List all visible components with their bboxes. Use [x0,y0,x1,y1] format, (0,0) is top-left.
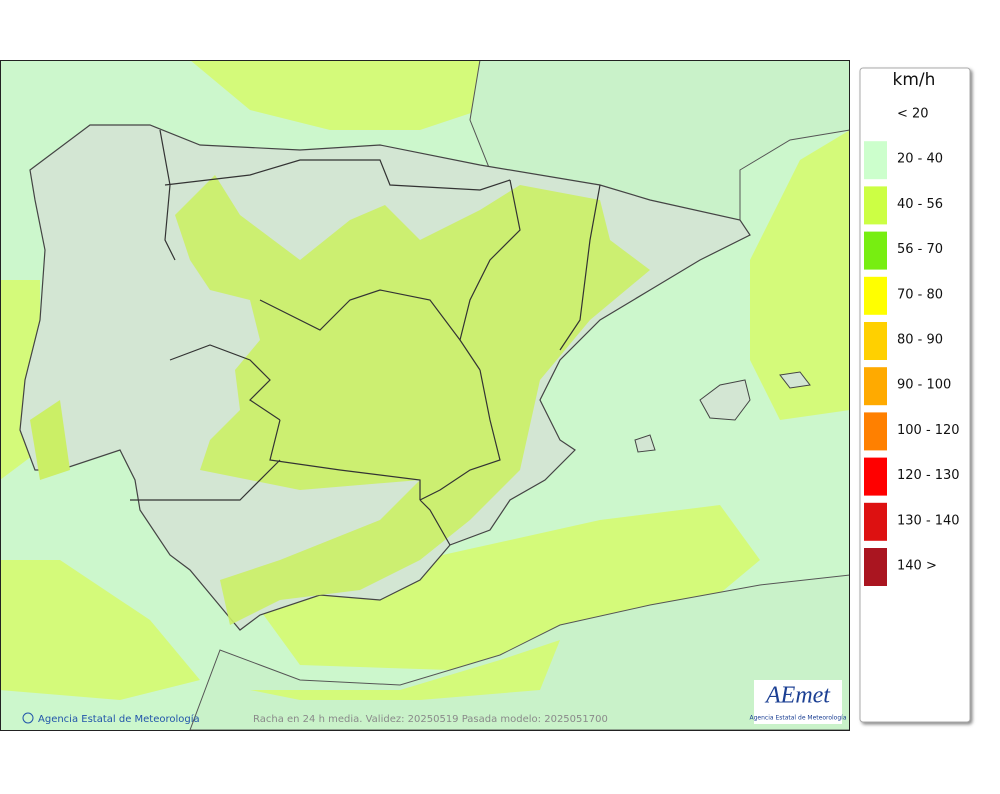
legend-label: 56 - 70 [897,242,943,257]
legend-swatch [864,367,887,406]
legend-swatch [864,412,887,451]
legend-label: 20 - 40 [897,152,943,167]
island [699,379,751,421]
sea-patch [190,60,500,130]
land-patch [250,640,560,700]
legend-label: 100 - 120 [897,423,960,438]
sea-patch [1,560,200,700]
map-frame [0,60,850,731]
legend-label: 120 - 130 [897,468,960,483]
legend-swatch [864,457,887,496]
sea-patch [750,130,850,420]
legend-label: 40 - 56 [897,197,943,212]
legend-swatch [864,276,887,315]
legend-swatch [864,141,887,180]
legend-label: 80 - 90 [897,333,943,348]
legend-items: < 20 20 - 40 40 - 56 56 - 70 70 - 80 80 - 90 9… [864,107,960,586]
land-patch [30,400,70,480]
copyright-icon [22,712,34,724]
credit: Agencia Estatal de Meteorología [38,713,200,725]
island [634,434,656,453]
island [779,371,811,389]
logo-subtitle: Agencia Estatal de Meteorología [750,715,847,722]
legend-swatch [864,322,887,360]
sea-patch [260,505,760,670]
map [1,60,850,730]
logo: AEmet [764,683,831,709]
logo-box [754,680,842,724]
legend-label: 70 - 80 [897,287,943,302]
legend-label: 140 > [897,559,937,574]
legend-swatch [864,186,887,225]
legend-label: 90 - 100 [897,378,951,393]
legend-label: 130 - 140 [897,513,960,528]
legend-swatch [864,231,887,270]
legend-label: < 20 [897,107,929,122]
legend-swatch [864,502,887,541]
legend [859,67,971,723]
legend-swatch [864,548,887,586]
caption: Racha en 24 h media. Validez: 20250519 P… [253,714,608,725]
land-patch [175,175,650,625]
legend-unit: km/h [893,70,936,90]
region-borders [130,129,601,546]
